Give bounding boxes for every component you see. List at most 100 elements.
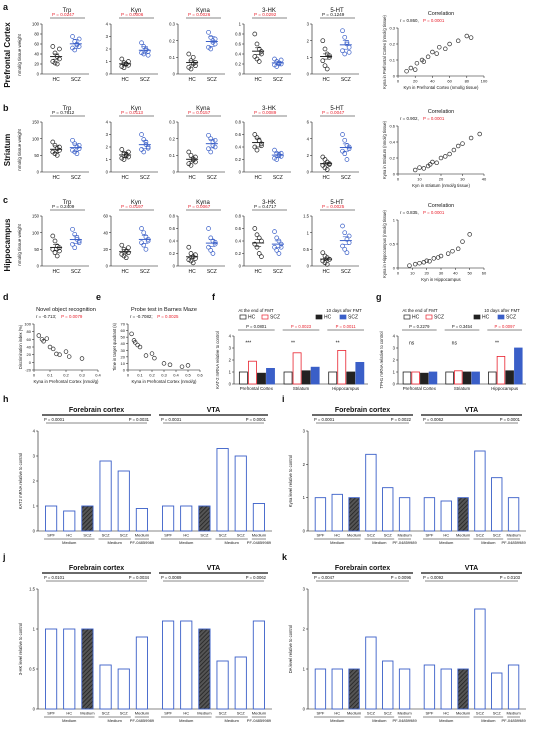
y-tick-label: 0 — [239, 72, 242, 77]
bar — [162, 505, 175, 532]
y-tick-label: 0 — [303, 529, 306, 534]
data-point — [212, 137, 218, 143]
y-tick-label: 0 — [106, 264, 109, 269]
region-title: Forebrain cortex — [335, 407, 390, 414]
y-tick-label: 100 — [32, 136, 40, 141]
y-tick-label: 0.4 — [169, 239, 175, 244]
row-label: Prefrontal Cortex — [3, 22, 12, 88]
x-tick-label: 20 — [424, 271, 429, 276]
y-tick-label: 2 — [303, 462, 306, 467]
data-point — [119, 56, 125, 62]
bar — [507, 497, 520, 532]
data-point — [320, 250, 326, 256]
y-tick-label: 0.2 — [235, 251, 241, 256]
data-point — [425, 54, 431, 60]
data-point — [143, 139, 149, 145]
bar — [180, 620, 193, 710]
x-category-label: SCZ — [341, 175, 351, 181]
data-point — [346, 146, 352, 152]
data-point — [252, 132, 258, 137]
group-label: Medium — [179, 718, 194, 723]
category-label: HC — [66, 711, 72, 716]
data-point — [79, 356, 85, 361]
data-point — [344, 41, 350, 47]
data-point — [54, 253, 60, 259]
x-category-label: SCZ — [341, 269, 351, 275]
y-tick-label: 0 — [393, 382, 396, 387]
y-tick-label: 3 — [33, 454, 36, 459]
x-tick-label: 40 — [453, 271, 458, 276]
corr-p: P = 0.0001 — [423, 18, 445, 23]
bar — [117, 470, 130, 532]
category-label: SPF — [426, 533, 434, 538]
data-point — [342, 34, 348, 40]
x-category-label: HC — [254, 269, 262, 275]
bar — [382, 660, 394, 710]
y-tick-label: 0 — [239, 264, 242, 269]
y-tick-label: 0 — [33, 707, 36, 712]
data-point — [47, 344, 53, 350]
data-point — [421, 59, 427, 64]
data-point — [256, 59, 262, 64]
y-tick-label: 0.2 — [169, 136, 175, 141]
group-label: PF-04859989 — [130, 718, 155, 723]
data-point — [149, 351, 155, 356]
data-point — [70, 241, 75, 247]
x-category-label: HC — [188, 77, 196, 83]
bar — [355, 361, 365, 385]
category-label: HC — [66, 533, 72, 538]
y-tick-label: 2 — [393, 358, 396, 363]
category-label: SCZ — [120, 533, 129, 538]
bar — [135, 508, 148, 532]
legend-label: SCZ — [506, 315, 516, 321]
legend-swatch — [339, 314, 347, 320]
group-label: Medium — [372, 718, 387, 723]
data-point — [208, 248, 214, 253]
legend-swatch — [497, 314, 505, 320]
y-tick-label: 0 — [106, 72, 109, 77]
x-tick-label: 0.3 — [79, 373, 85, 378]
group-label: Medium — [330, 718, 345, 723]
bar — [310, 366, 320, 385]
x-category-label: HC — [254, 175, 262, 181]
data-point — [327, 162, 332, 167]
y-tick-label: 0 — [173, 170, 176, 175]
corr-stat: r = 0.860, — [400, 18, 419, 23]
bar — [398, 497, 411, 532]
data-point — [340, 28, 345, 34]
y-tick-label: 3 — [303, 429, 306, 434]
y-tick-label: 60 — [121, 328, 126, 333]
row-label: Hippocampus — [3, 218, 12, 271]
bar — [216, 660, 229, 710]
y-tick-label: 0.8 — [235, 214, 241, 219]
data-point — [342, 51, 348, 57]
panel-letter: g — [376, 292, 382, 302]
y-tick-label: 0.4 — [235, 239, 241, 244]
category-label: Medium — [397, 711, 412, 716]
data-point — [344, 157, 350, 162]
data-point — [346, 240, 352, 246]
p-value: P = 0.0067 — [188, 204, 211, 209]
x-category-label: SCZ — [341, 77, 351, 83]
category-label: HC — [183, 711, 189, 716]
group-label: Medium — [330, 540, 345, 545]
data-point — [72, 47, 78, 53]
y-axis-label: Kyna in Striatum (nmol/g tissue) — [382, 120, 387, 179]
bar — [216, 448, 229, 532]
category-label: SCZ — [120, 711, 129, 716]
data-point — [322, 157, 328, 162]
data-point — [259, 141, 264, 147]
data-point — [468, 35, 474, 40]
data-point — [254, 135, 260, 140]
sig-mark: ns — [452, 340, 458, 346]
bar — [81, 628, 94, 710]
x-category-label: HC — [322, 77, 330, 83]
y-tick-label: 60 — [103, 214, 108, 219]
data-point — [190, 260, 196, 266]
data-point — [179, 364, 185, 369]
p-value: P = 0.0103 — [500, 575, 521, 580]
group-label: Medium — [439, 540, 454, 545]
bar — [423, 497, 436, 532]
corr-title: Correlation — [428, 109, 454, 115]
category-label: Medium — [197, 711, 212, 716]
